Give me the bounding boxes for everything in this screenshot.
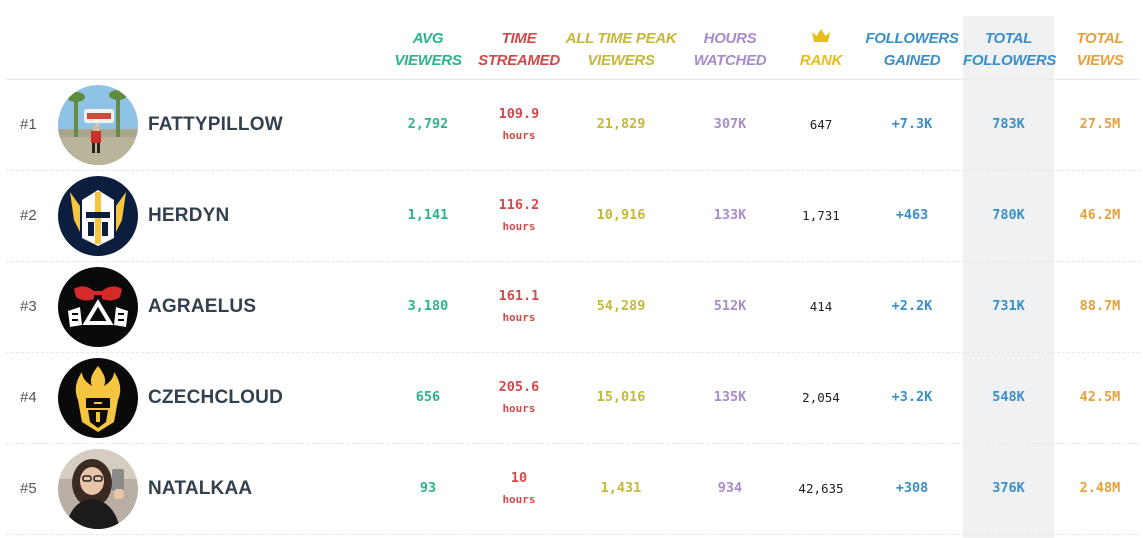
- total-views-value: 46.2M: [1079, 207, 1121, 223]
- row-rank: #1: [20, 116, 37, 133]
- followers-gained-value: +308: [895, 480, 929, 496]
- header-rank[interactable]: RANK: [790, 16, 852, 79]
- followers-gained-value: +3.2K: [891, 389, 933, 405]
- table-header: AVG VIEWERS TIME STREAMED ALL TIME PEAK …: [0, 16, 1143, 79]
- time-streamed-value: 161.1: [498, 288, 540, 304]
- streamer-name[interactable]: HERDYN: [148, 205, 230, 226]
- peak-viewers-value: 21,829: [596, 116, 646, 132]
- avg-viewers-value: 2,792: [407, 116, 449, 132]
- header-followers-gained-line1: FOLLOWERS: [865, 30, 959, 47]
- time-streamed-value: 109.9: [498, 106, 540, 122]
- streamer-name[interactable]: CZECHCLOUD: [148, 387, 283, 408]
- header-total-views-line2: VIEWS: [1076, 52, 1124, 69]
- row-rank: #5: [20, 480, 37, 497]
- table-row[interactable]: #4 CZECHCLOUD 656 205.6 hours 15,016 135…: [0, 353, 1143, 444]
- streamer-name[interactable]: FATTYPILLOW: [148, 114, 283, 135]
- time-streamed-value: 10: [510, 470, 528, 486]
- header-avg-viewers-line2: VIEWERS: [394, 52, 462, 69]
- time-streamed-unit: hours: [502, 129, 536, 142]
- streamer-name[interactable]: NATALKAA: [148, 478, 253, 499]
- header-total-views-line1: TOTAL: [1076, 30, 1124, 47]
- total-followers-value: 783K: [992, 116, 1025, 132]
- header-hours-watched[interactable]: HOURS WATCHED: [688, 28, 772, 72]
- peak-viewers-value: 10,916: [596, 207, 646, 223]
- total-followers-value: 548K: [992, 389, 1025, 405]
- header-total-followers-line2: FOLLOWERS: [963, 52, 1057, 69]
- followers-gained-value: +7.3K: [891, 116, 933, 132]
- header-hours-watched-line2: WATCHED: [693, 52, 767, 69]
- rank-value: 2,054: [802, 390, 840, 405]
- total-followers-value: 780K: [992, 207, 1025, 223]
- hours-watched-value: 934: [717, 480, 743, 496]
- header-peak-viewers[interactable]: ALL TIME PEAK VIEWERS: [565, 28, 677, 72]
- photo-avatar[interactable]: [58, 85, 138, 165]
- peak-viewers-value: 15,016: [596, 389, 646, 405]
- header-total-followers-line1: TOTAL: [984, 30, 1033, 47]
- time-streamed-value: 116.2: [498, 197, 540, 213]
- followers-gained-value: +2.2K: [891, 298, 933, 314]
- total-views-value: 88.7M: [1079, 298, 1121, 314]
- avg-viewers-value: 656: [415, 389, 441, 405]
- peak-viewers-value: 1,431: [600, 480, 642, 496]
- table-row[interactable]: #3 AGRAELUS 3,180 161.1 hours 54,289 512…: [0, 262, 1143, 353]
- row-divider: [6, 352, 1140, 353]
- table-row[interactable]: #5 NATALKAA 93 10 hours 1,431 934 42,635…: [0, 444, 1143, 535]
- crown-icon: [812, 29, 830, 42]
- hours-watched-value: 512K: [713, 298, 747, 314]
- header-divider: [6, 79, 1140, 80]
- header-hours-watched-line1: HOURS: [703, 30, 757, 47]
- total-followers-column-highlight: [963, 16, 1054, 538]
- header-total-views[interactable]: TOTAL VIEWS: [1060, 28, 1140, 72]
- rank-value: 1,731: [802, 208, 840, 223]
- header-followers-gained-line2: GAINED: [883, 52, 941, 69]
- rank-value: 42,635: [798, 481, 844, 496]
- header-time-streamed-line1: TIME: [501, 30, 537, 47]
- time-streamed-unit: hours: [502, 402, 536, 415]
- rank-value: 414: [809, 299, 833, 314]
- row-divider: [6, 443, 1140, 444]
- rank-value: 647: [809, 117, 833, 132]
- row-rank: #3: [20, 298, 37, 315]
- total-views-value: 27.5M: [1079, 116, 1121, 132]
- hours-watched-value: 133K: [713, 207, 747, 223]
- streamer-name[interactable]: AGRAELUS: [148, 296, 257, 317]
- time-streamed-unit: hours: [502, 220, 536, 233]
- total-views-value: 2.48M: [1079, 480, 1121, 496]
- row-divider: [6, 534, 1140, 535]
- header-avg-viewers[interactable]: AVG VIEWERS: [388, 28, 468, 72]
- header-rank-label: RANK: [799, 52, 843, 69]
- time-streamed-unit: hours: [502, 311, 536, 324]
- followers-gained-value: +463: [895, 207, 929, 223]
- flame-logo-avatar[interactable]: [58, 358, 138, 438]
- helmet-logo-avatar[interactable]: [58, 176, 138, 256]
- total-followers-value: 376K: [992, 480, 1025, 496]
- gas-mask-avatar[interactable]: [58, 267, 138, 347]
- hours-watched-value: 135K: [713, 389, 747, 405]
- selfie-photo-avatar[interactable]: [58, 449, 138, 529]
- hours-watched-value: 307K: [713, 116, 747, 132]
- header-peak-viewers-line1: ALL TIME PEAK: [565, 30, 677, 47]
- header-peak-viewers-line2: VIEWERS: [587, 52, 655, 69]
- avg-viewers-value: 3,180: [407, 298, 449, 314]
- total-followers-value: 731K: [992, 298, 1025, 314]
- table-row[interactable]: #1 FATTYPILLOW 2,792 109.9 hours: [0, 80, 1143, 171]
- table-row[interactable]: #2 HERDYN 1,141 116.2 hours 10,916 133K …: [0, 171, 1143, 262]
- time-streamed-unit: hours: [502, 493, 536, 506]
- header-total-followers[interactable]: TOTAL FOLLOWERS: [963, 28, 1057, 72]
- peak-viewers-value: 54,289: [596, 298, 646, 314]
- time-streamed-value: 205.6: [498, 379, 540, 395]
- avg-viewers-value: 93: [419, 480, 437, 496]
- total-views-value: 42.5M: [1079, 389, 1121, 405]
- row-divider: [6, 170, 1140, 171]
- header-followers-gained[interactable]: FOLLOWERS GAINED: [862, 28, 962, 72]
- header-avg-viewers-line1: AVG: [412, 30, 444, 47]
- header-time-streamed[interactable]: TIME STREAMED: [474, 28, 564, 72]
- row-rank: #4: [20, 389, 37, 406]
- avg-viewers-value: 1,141: [407, 207, 449, 223]
- header-time-streamed-line2: STREAMED: [478, 52, 560, 69]
- row-rank: #2: [20, 207, 37, 224]
- row-divider: [6, 261, 1140, 262]
